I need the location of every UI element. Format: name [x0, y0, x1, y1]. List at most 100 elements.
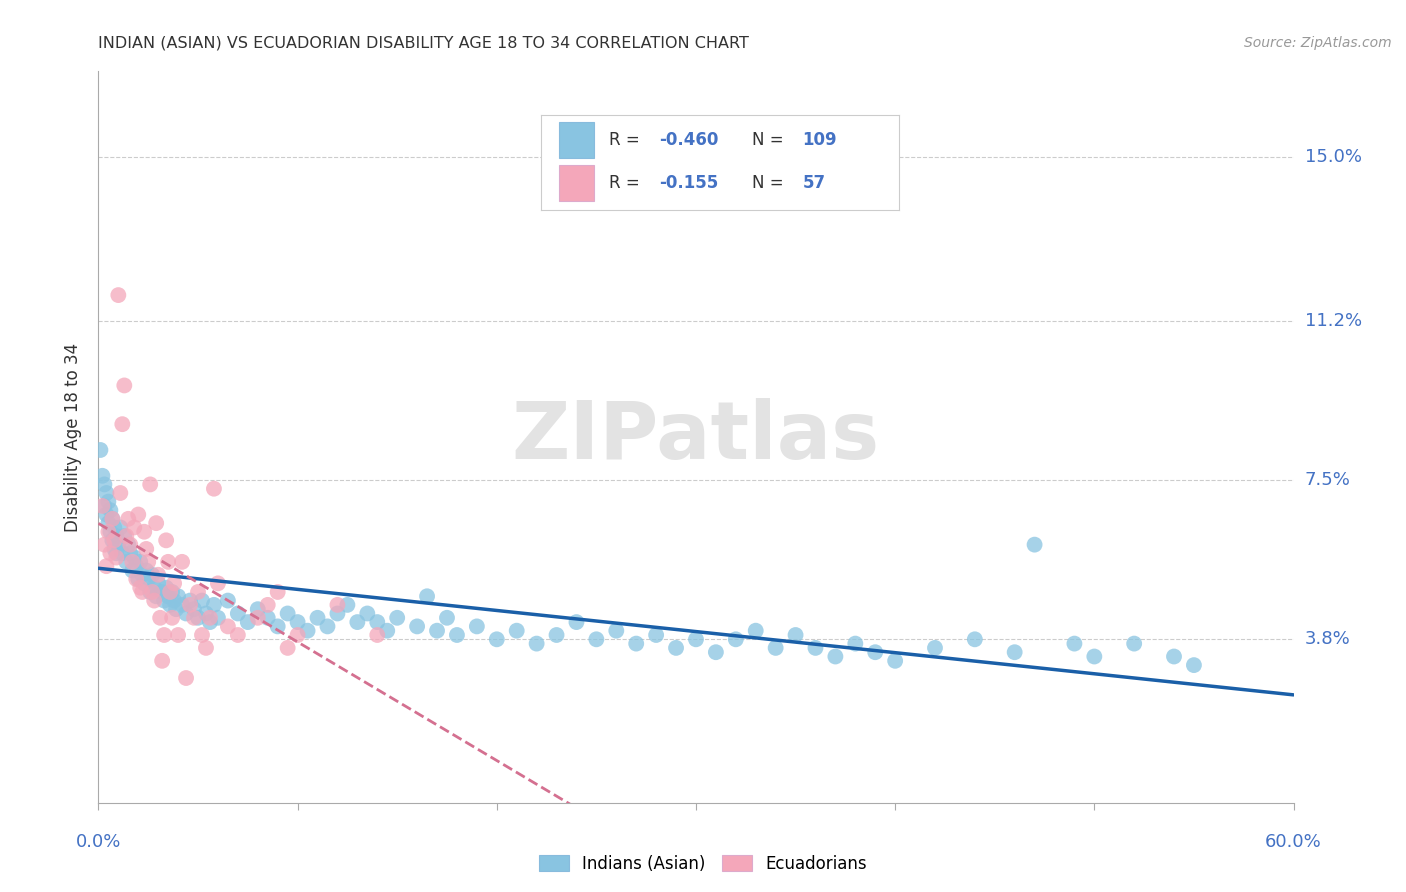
Point — [136, 572, 159, 586]
Point — [143, 593, 166, 607]
Point — [117, 538, 139, 552]
Point — [824, 649, 846, 664]
Point — [131, 585, 153, 599]
Point — [174, 671, 197, 685]
Point — [187, 585, 209, 599]
Point — [105, 546, 128, 560]
Point — [844, 637, 866, 651]
Point — [207, 611, 229, 625]
Point — [804, 640, 827, 655]
Point — [565, 615, 588, 629]
Point — [160, 585, 183, 599]
Point — [91, 499, 114, 513]
Point — [1024, 538, 1046, 552]
Point — [120, 546, 142, 560]
Point — [287, 628, 309, 642]
Point — [93, 477, 115, 491]
Point — [366, 628, 388, 642]
Point — [124, 520, 146, 534]
Point — [785, 628, 807, 642]
Point — [129, 555, 152, 569]
Point — [485, 632, 508, 647]
Point — [98, 503, 122, 517]
Point — [150, 585, 173, 599]
Text: 0.0%: 0.0% — [76, 833, 121, 851]
Point — [506, 624, 529, 638]
Point — [159, 585, 181, 599]
Point — [704, 645, 727, 659]
Point — [217, 619, 239, 633]
Point — [105, 550, 128, 565]
Point — [153, 628, 176, 642]
Point — [277, 640, 299, 655]
Point — [187, 611, 209, 625]
Point — [148, 576, 170, 591]
Point — [159, 598, 181, 612]
Point — [115, 555, 138, 569]
Point — [141, 585, 163, 599]
Point — [112, 529, 135, 543]
Point — [96, 508, 118, 522]
Point — [765, 640, 787, 655]
Point — [246, 602, 269, 616]
Point — [148, 567, 170, 582]
Point — [98, 524, 122, 539]
Point — [267, 585, 290, 599]
Point — [121, 564, 143, 578]
Point — [167, 628, 190, 642]
Point — [107, 288, 129, 302]
Point — [385, 611, 409, 625]
Point — [163, 593, 186, 607]
Point — [1123, 637, 1146, 651]
Point — [135, 564, 157, 578]
Point — [217, 593, 239, 607]
Text: 60.0%: 60.0% — [1265, 833, 1322, 851]
Point — [105, 529, 128, 543]
Point — [165, 602, 187, 616]
Point — [179, 593, 201, 607]
Point — [136, 555, 159, 569]
Point — [375, 624, 398, 638]
Point — [356, 607, 378, 621]
Point — [446, 628, 468, 642]
Point — [436, 611, 458, 625]
Point — [153, 593, 176, 607]
Point — [191, 628, 214, 642]
Point — [107, 538, 129, 552]
Y-axis label: Disability Age 18 to 34: Disability Age 18 to 34 — [65, 343, 83, 532]
Point — [93, 538, 115, 552]
Point — [198, 615, 221, 629]
Point — [246, 611, 269, 625]
Point — [129, 581, 152, 595]
Point — [226, 607, 249, 621]
Point — [1083, 649, 1105, 664]
Point — [96, 559, 118, 574]
Text: Source: ZipAtlas.com: Source: ZipAtlas.com — [1244, 36, 1392, 50]
Point — [157, 555, 180, 569]
Point — [135, 541, 157, 556]
Point — [150, 654, 173, 668]
Point — [98, 546, 122, 560]
Point — [97, 516, 120, 530]
Point — [145, 589, 167, 603]
Point — [183, 611, 205, 625]
Point — [198, 611, 221, 625]
Point — [115, 529, 138, 543]
Point — [124, 550, 146, 565]
Point — [163, 576, 186, 591]
Point — [194, 640, 218, 655]
Text: 15.0%: 15.0% — [1305, 148, 1361, 167]
Point — [207, 576, 229, 591]
Point — [101, 512, 124, 526]
Point — [277, 607, 299, 621]
Point — [149, 611, 172, 625]
Point — [202, 598, 225, 612]
Point — [605, 624, 627, 638]
Point — [97, 494, 120, 508]
Point — [526, 637, 548, 651]
Point — [191, 593, 214, 607]
Point — [645, 628, 668, 642]
Point — [172, 555, 194, 569]
Point — [326, 598, 349, 612]
Point — [624, 637, 647, 651]
